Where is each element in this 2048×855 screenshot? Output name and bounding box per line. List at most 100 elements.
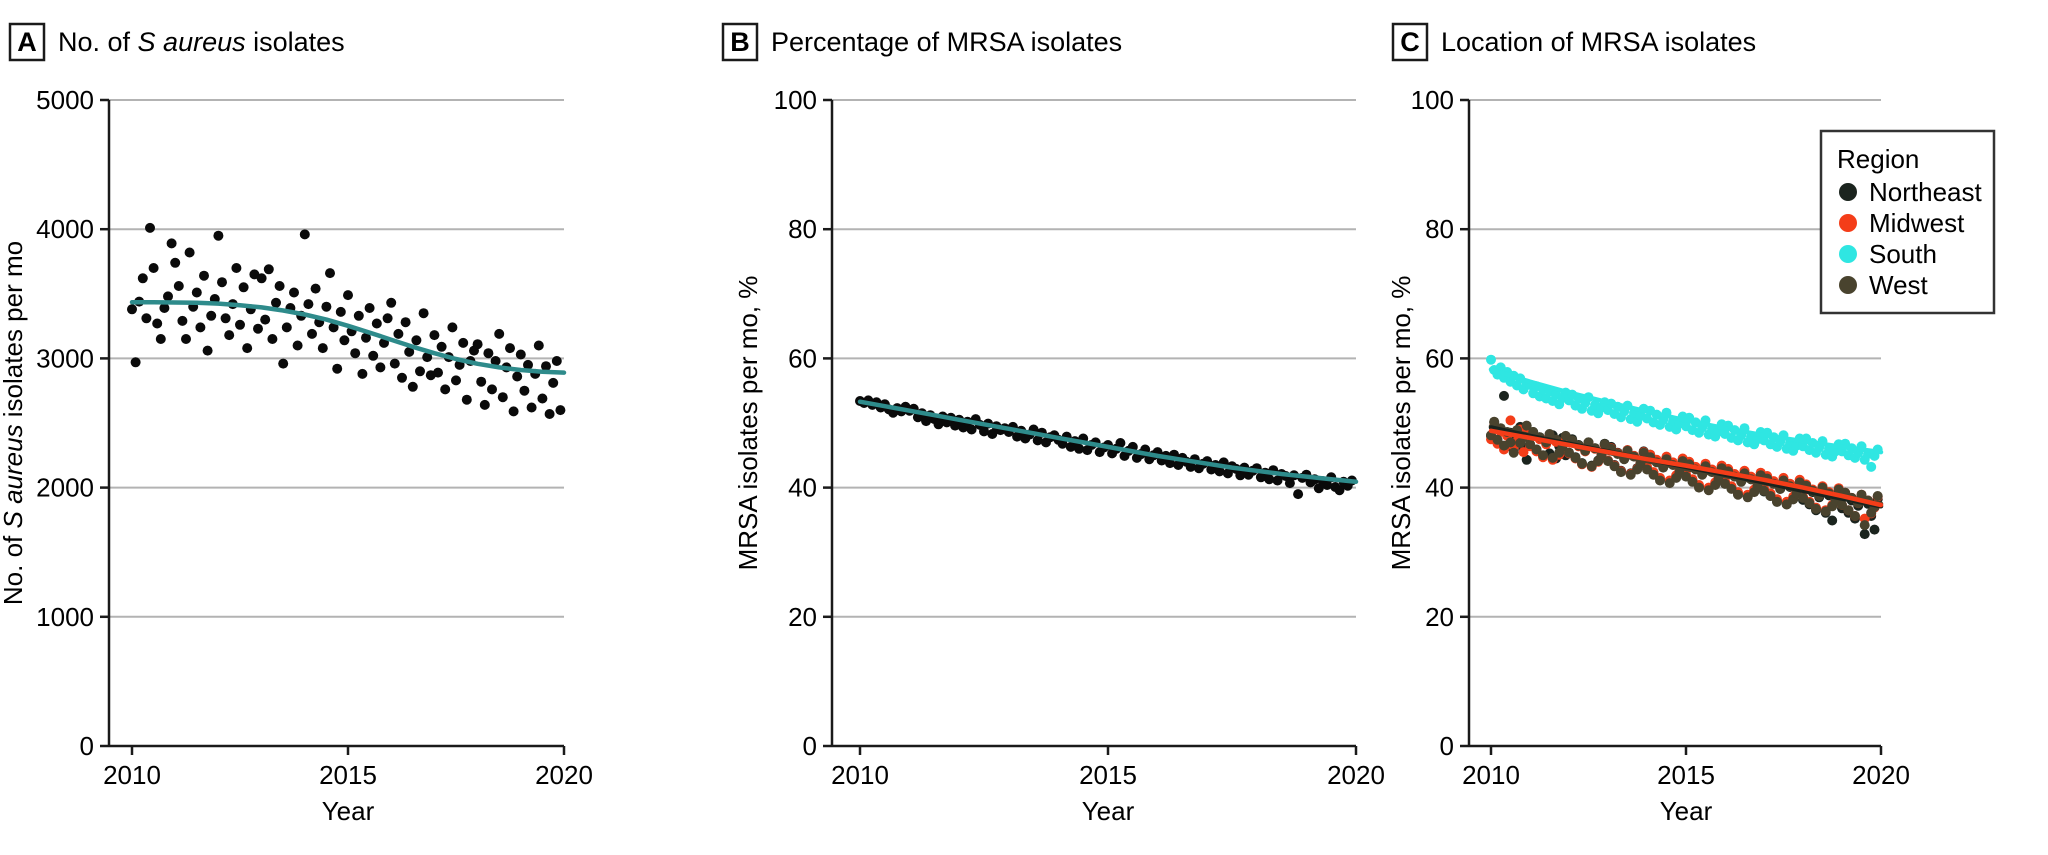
- y-tick-label: 60: [1425, 343, 1454, 373]
- legend-title: Region: [1837, 144, 1919, 174]
- data-point: [206, 310, 217, 321]
- data-point: [281, 322, 292, 333]
- data-point: [292, 340, 303, 351]
- data-point: [231, 263, 242, 273]
- data-point: [966, 424, 977, 435]
- data-point: [1859, 529, 1870, 540]
- data-point: [1486, 354, 1496, 365]
- data-point: [213, 230, 224, 241]
- data-point: [177, 315, 188, 326]
- data-point: [1185, 461, 1196, 472]
- data-point: [404, 346, 415, 357]
- data-point: [339, 335, 350, 346]
- data-point: [544, 409, 555, 419]
- data-point: [127, 304, 137, 315]
- data-point: [256, 273, 267, 284]
- data-point: [170, 257, 181, 268]
- data-point: [494, 328, 505, 339]
- data-point: [1518, 447, 1529, 458]
- data-point: [389, 358, 400, 369]
- data-point: [289, 287, 299, 298]
- panel-a-header: A No. of S aureus isolates: [8, 22, 345, 62]
- data-point: [451, 375, 461, 386]
- panel-a-title-part: No. of: [58, 27, 138, 57]
- y-tick-label: 0: [80, 731, 94, 761]
- data-point: [1499, 390, 1509, 401]
- data-point: [364, 303, 375, 313]
- panel-a-xlabel: Year: [322, 796, 375, 826]
- data-point: [1733, 489, 1743, 500]
- trend-line: [1488, 428, 1884, 508]
- y-tick-label: 4000: [36, 214, 94, 244]
- data-point: [1322, 480, 1333, 490]
- data-point: [497, 392, 508, 403]
- y-tick-label: 80: [788, 214, 817, 244]
- data-point: [555, 405, 566, 416]
- panel-a-ylabel-part: isolates per mo: [0, 241, 28, 425]
- data-point: [271, 297, 281, 308]
- trend-line: [857, 399, 1359, 485]
- data-point: [278, 358, 289, 369]
- y-tick-label: 5000: [36, 85, 94, 115]
- y-tick-label: 40: [788, 473, 817, 503]
- data-point: [1804, 498, 1815, 509]
- data-point: [415, 366, 425, 377]
- data-point: [1648, 469, 1659, 480]
- panel-c-ylabel: MRSA isolates per mo, %: [1386, 276, 1416, 571]
- data-point: [1850, 511, 1860, 521]
- y-tick-label: 60: [788, 343, 817, 373]
- panel-b-title-part: Percentage of MRSA isolates: [771, 27, 1122, 57]
- y-tick-label: 3000: [36, 343, 94, 373]
- data-point: [1869, 524, 1880, 535]
- data-point: [400, 317, 411, 328]
- data-point: [1577, 458, 1587, 469]
- data-point: [361, 332, 371, 343]
- data-point: [537, 393, 548, 404]
- y-tick-label: 20: [1425, 602, 1454, 632]
- legend-label-northeast: Northeast: [1869, 177, 1982, 207]
- data-point: [523, 359, 533, 370]
- data-point: [137, 273, 148, 284]
- data-point: [325, 268, 335, 279]
- data-point: [1032, 435, 1043, 446]
- data-point: [541, 361, 551, 372]
- data-point: [1505, 415, 1516, 426]
- data-point: [317, 343, 328, 354]
- data-point: [1726, 483, 1737, 494]
- data-point: [490, 356, 501, 366]
- data-point: [447, 322, 458, 333]
- panel-b-xlabel: Year: [1082, 796, 1135, 826]
- data-point: [1214, 466, 1225, 477]
- data-point: [411, 335, 422, 346]
- legend: Region Northeast Midwest South West: [1819, 129, 1996, 315]
- panel-a-title-part: isolates: [246, 27, 345, 57]
- data-point: [987, 429, 998, 439]
- data-point: [173, 281, 184, 291]
- data-point: [343, 290, 353, 301]
- data-point: [1538, 450, 1548, 461]
- data-point: [350, 348, 361, 359]
- data-point: [166, 238, 177, 249]
- data-point: [1505, 437, 1516, 448]
- x-tick-label: 2015: [1079, 760, 1137, 790]
- data-point: [1544, 429, 1555, 439]
- data-point: [145, 222, 155, 233]
- data-point: [433, 367, 443, 378]
- panel-b-label-box: [721, 22, 759, 62]
- panel-c-label-box: [1391, 22, 1429, 62]
- data-point: [1165, 458, 1175, 469]
- data-point: [191, 287, 202, 298]
- data-point: [202, 345, 213, 356]
- data-point: [159, 303, 170, 313]
- data-point: [429, 330, 440, 341]
- data-point: [479, 399, 490, 410]
- data-point: [505, 343, 515, 354]
- data-point: [526, 402, 537, 413]
- data-point: [274, 281, 285, 291]
- data-point: [1521, 420, 1532, 431]
- data-point: [353, 310, 364, 321]
- data-point: [1609, 461, 1620, 472]
- data-point: [393, 328, 404, 339]
- data-point: [407, 381, 418, 392]
